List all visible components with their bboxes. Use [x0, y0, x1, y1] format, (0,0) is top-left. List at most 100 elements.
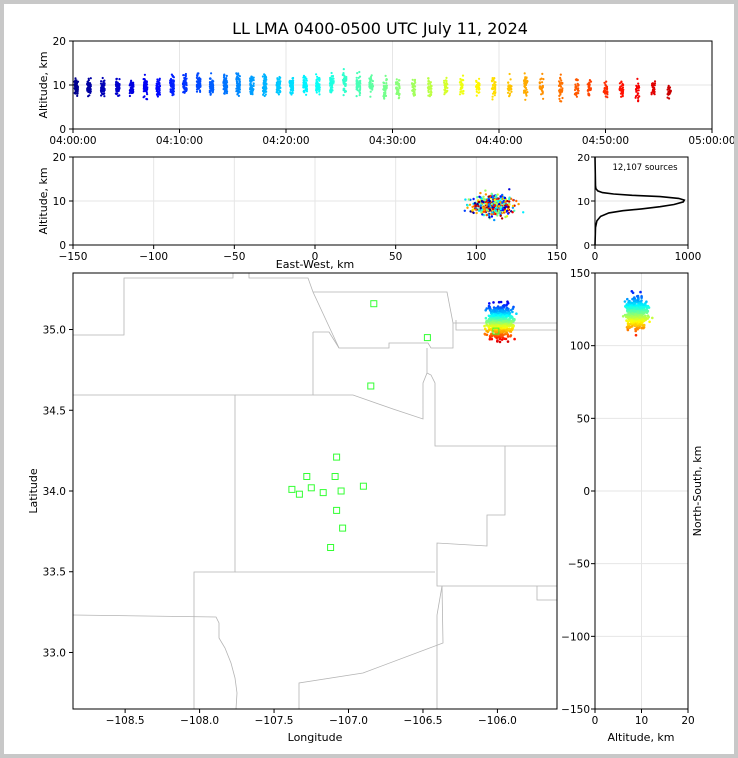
source-point — [384, 74, 387, 77]
source-point — [169, 77, 173, 81]
source-point — [471, 209, 474, 212]
source-point — [604, 92, 607, 95]
y-tick-label: 100 — [570, 341, 590, 353]
source-point — [263, 83, 266, 86]
source-point — [494, 330, 498, 333]
source-point — [279, 86, 282, 89]
source-point — [560, 79, 563, 82]
source-point — [279, 80, 282, 83]
source-point — [498, 340, 502, 344]
source-point — [209, 92, 212, 95]
source-point — [184, 81, 187, 84]
source-point — [276, 87, 279, 90]
source-point — [478, 77, 481, 80]
source-point — [653, 80, 657, 83]
source-point — [263, 73, 266, 76]
source-point — [476, 196, 479, 199]
source-point — [410, 82, 414, 85]
source-point — [223, 88, 226, 91]
source-point — [606, 96, 609, 99]
source-point — [522, 211, 525, 214]
source-point — [477, 205, 480, 208]
source-point — [475, 88, 478, 91]
source-point — [640, 311, 644, 314]
source-point — [397, 84, 400, 87]
source-point — [503, 310, 506, 313]
source-point — [156, 86, 159, 89]
source-point — [508, 89, 511, 92]
source-point — [427, 79, 430, 82]
source-point — [642, 303, 646, 306]
source-point — [305, 90, 309, 93]
source-point — [502, 320, 505, 323]
source-point — [74, 92, 77, 95]
source-point — [117, 87, 120, 90]
source-point — [620, 81, 623, 84]
source-point — [103, 95, 106, 98]
source-point — [494, 309, 497, 312]
source-point — [397, 97, 400, 100]
county-border — [248, 273, 557, 349]
source-point — [574, 78, 577, 81]
source-point — [198, 80, 201, 84]
source-point — [510, 90, 513, 93]
source-point — [495, 336, 499, 340]
source-point — [646, 317, 649, 320]
plan-view-panel: −108.5 −108.0 −107.5 −107.0 −106.5 −106.0 33.0… — [27, 272, 558, 744]
source-point — [413, 90, 416, 94]
source-point — [651, 85, 654, 89]
source-point — [634, 96, 637, 99]
source-point — [540, 89, 543, 92]
source-point — [210, 80, 213, 84]
source-point — [356, 72, 359, 75]
x-tick-label: −108.0 — [180, 715, 219, 727]
source-point — [236, 93, 239, 96]
source-point — [622, 83, 625, 87]
source-point — [588, 79, 592, 82]
source-point — [504, 337, 508, 341]
source-point — [500, 310, 504, 313]
source-point — [356, 89, 359, 92]
source-point — [172, 84, 175, 87]
source-point — [499, 207, 502, 211]
source-point — [625, 306, 628, 309]
source-point — [73, 80, 76, 83]
source-point — [198, 82, 201, 86]
source-point — [500, 338, 504, 341]
source-point — [494, 83, 497, 86]
source-point — [488, 208, 492, 212]
source-count-label: 12,107 sources — [612, 163, 678, 173]
source-point — [488, 302, 491, 305]
source-point — [118, 78, 121, 81]
source-point — [235, 90, 238, 93]
source-point — [208, 89, 211, 92]
source-point — [330, 86, 333, 89]
source-point — [145, 80, 148, 84]
source-point — [358, 70, 361, 74]
source-point — [489, 336, 492, 340]
source-point — [508, 188, 511, 191]
source-point — [523, 85, 526, 88]
source-point — [315, 84, 318, 87]
source-point — [211, 86, 215, 89]
x-tick-label: −107.0 — [329, 715, 368, 727]
source-point — [303, 80, 306, 83]
source-point — [261, 89, 265, 93]
source-point — [397, 79, 401, 82]
source-point — [492, 78, 495, 82]
source-point — [508, 95, 511, 98]
source-point — [395, 78, 398, 81]
source-point — [342, 68, 345, 71]
source-point — [371, 80, 374, 83]
source-point — [491, 196, 495, 200]
source-point — [574, 86, 577, 89]
altitude-time-ylabel: Altitude, km — [37, 51, 50, 118]
source-point — [479, 204, 482, 207]
source-point — [411, 89, 414, 92]
source-point — [427, 82, 430, 85]
source-point — [478, 195, 481, 198]
source-point — [475, 211, 478, 215]
source-point — [370, 74, 373, 77]
source-point — [637, 100, 640, 103]
source-point — [89, 77, 92, 80]
